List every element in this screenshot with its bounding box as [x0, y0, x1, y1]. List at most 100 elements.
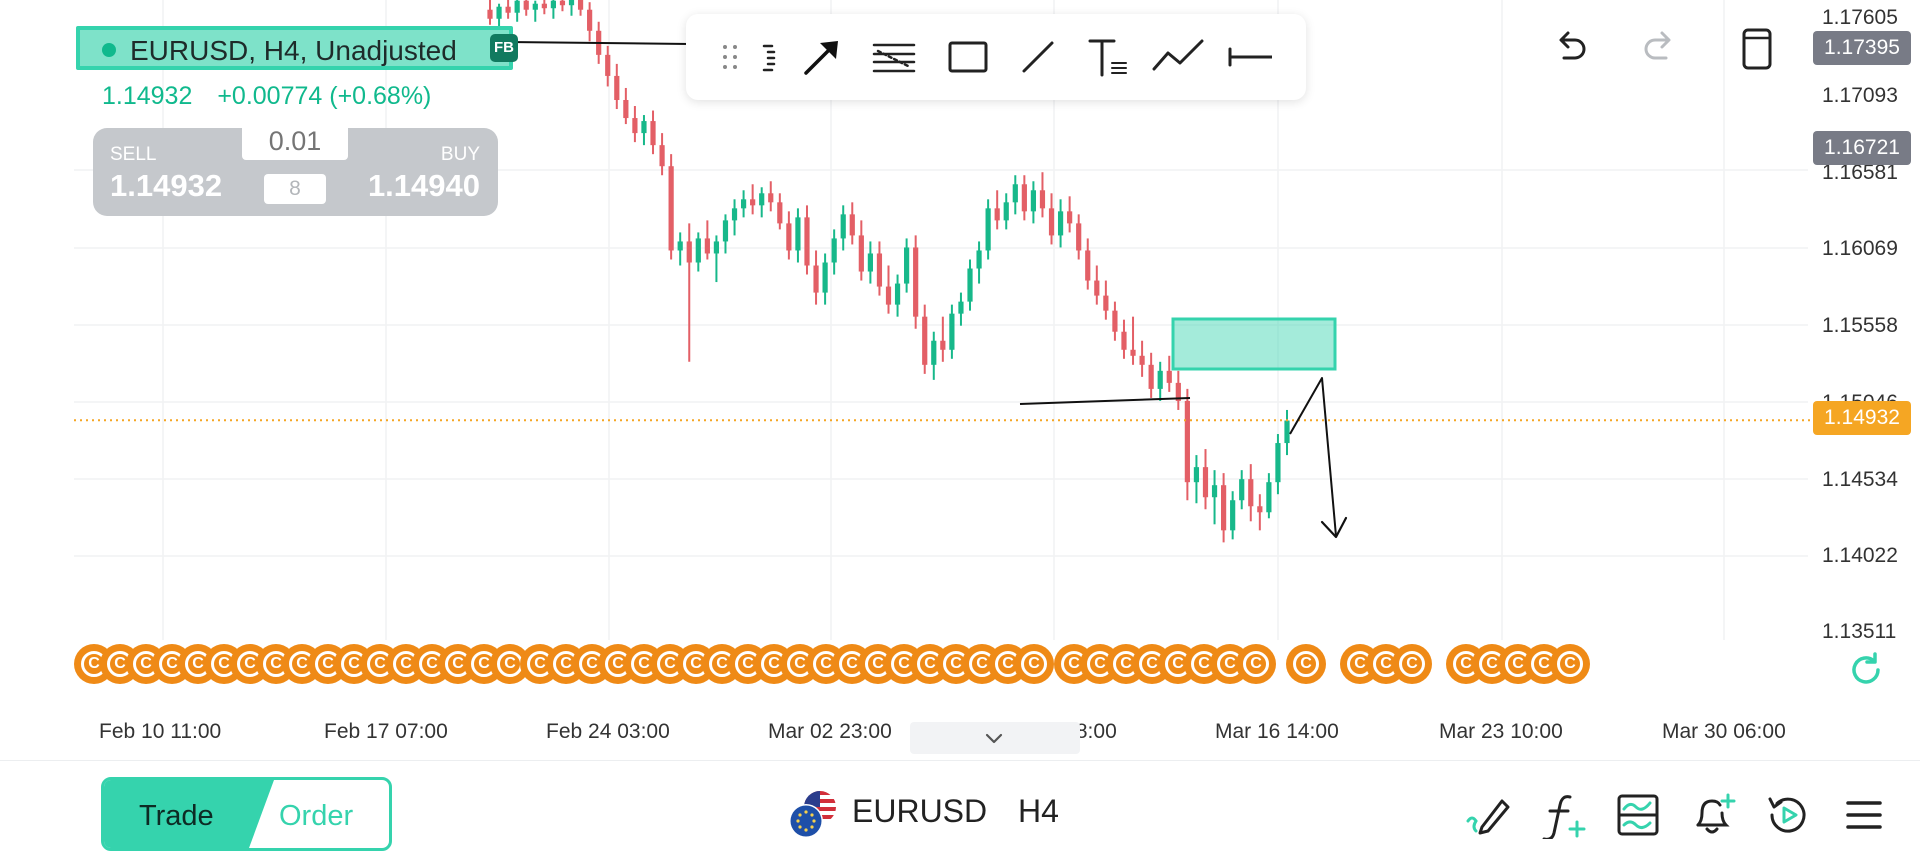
economic-event-icon[interactable]: C	[780, 644, 820, 684]
candle-body	[931, 340, 937, 365]
economic-event-icon[interactable]: C	[438, 644, 478, 684]
buy-button[interactable]: BUY 1.14940	[338, 128, 498, 216]
indicators-icon[interactable]	[1540, 791, 1588, 841]
time-label: Mar 30 06:00	[1662, 720, 1786, 743]
economic-event-icon[interactable]: C	[1184, 644, 1224, 684]
economic-event-icon[interactable]: C	[1446, 644, 1486, 684]
rectangle-tool-icon[interactable]	[946, 35, 990, 79]
economic-event-icon[interactable]: C	[464, 644, 504, 684]
economic-event-icon[interactable]: C	[832, 644, 872, 684]
economic-event-icon[interactable]: C	[546, 644, 586, 684]
replay-icon[interactable]	[1764, 791, 1812, 839]
price-tick: 1.13511	[1822, 620, 1897, 643]
economic-event-icon[interactable]: C	[1286, 644, 1326, 684]
economic-event-icon[interactable]: C	[1014, 644, 1054, 684]
economic-event-icon[interactable]: C	[624, 644, 664, 684]
chart-area[interactable]: 1.17605 1.17093 1.16581 1.16069 1.15558 …	[0, 0, 1920, 760]
market-status-dot	[102, 43, 116, 57]
alert-icon[interactable]	[1688, 791, 1736, 839]
economic-event-icon[interactable]: C	[126, 644, 166, 684]
economic-event-icon[interactable]: C	[1080, 644, 1120, 684]
redo-icon[interactable]	[1636, 26, 1682, 72]
economic-event-icon[interactable]: C	[1236, 644, 1276, 684]
economic-event-icon[interactable]: C	[1132, 644, 1172, 684]
economic-event-icon[interactable]: C	[178, 644, 218, 684]
economic-event-icon[interactable]: C	[728, 644, 768, 684]
drag-handle-icon[interactable]	[708, 35, 752, 79]
menu-icon[interactable]	[1840, 791, 1888, 839]
economic-event-icon[interactable]: C	[988, 644, 1028, 684]
economic-event-icon[interactable]: C	[204, 644, 244, 684]
candle-body	[523, 0, 529, 10]
price-chart[interactable]	[0, 0, 1920, 760]
economic-event-icon[interactable]: C	[1472, 644, 1512, 684]
economic-event-icon[interactable]: C	[360, 644, 400, 684]
trend-line-icon[interactable]	[1016, 35, 1060, 79]
candle-body	[867, 253, 873, 272]
sell-button[interactable]: SELL 1.14932	[93, 128, 253, 216]
candle-body	[985, 208, 991, 251]
templates-icon[interactable]	[1614, 791, 1662, 839]
economic-event-icon[interactable]: C	[702, 644, 742, 684]
economic-event-icon[interactable]: C	[74, 644, 114, 684]
economic-event-icon[interactable]: C	[1498, 644, 1538, 684]
symbol-selector[interactable]: EURUSD	[852, 793, 988, 829]
horizontal-ray-icon[interactable]	[1228, 35, 1274, 79]
price-tag-high: 1.16721	[1813, 131, 1911, 165]
economic-event-icon[interactable]: C	[1158, 644, 1198, 684]
economic-event-icon[interactable]: C	[650, 644, 690, 684]
economic-event-icon[interactable]: C	[1392, 644, 1432, 684]
symbol-legend[interactable]: EURUSD, H4, Unadjusted FB	[76, 26, 518, 70]
fb-badge[interactable]: FB	[490, 34, 518, 62]
economic-event-icon[interactable]: C	[1210, 644, 1250, 684]
economic-event-icon[interactable]: C	[936, 644, 976, 684]
economic-event-icon[interactable]: C	[282, 644, 322, 684]
economic-event-icon[interactable]: C	[1106, 644, 1146, 684]
economic-event-icon[interactable]: C	[1550, 644, 1590, 684]
tab-trade[interactable]: Trade	[104, 780, 274, 848]
economic-event-icon[interactable]: C	[1340, 644, 1380, 684]
reset-chart-icon[interactable]	[1844, 648, 1888, 692]
draw-icon[interactable]	[1464, 791, 1512, 839]
path-tool-icon[interactable]	[1152, 35, 1204, 79]
economic-event-icon[interactable]: C	[754, 644, 794, 684]
economic-event-icon[interactable]: C	[308, 644, 348, 684]
economic-event-icon[interactable]: C	[1054, 644, 1094, 684]
undo-icon[interactable]	[1548, 26, 1594, 72]
economic-event-icon[interactable]: C	[676, 644, 716, 684]
economic-event-icon[interactable]: C	[520, 644, 560, 684]
timeframe-selector[interactable]: H4	[1018, 793, 1059, 829]
text-tool-icon[interactable]	[1086, 35, 1130, 79]
candle-body	[1284, 420, 1290, 444]
economic-event-icon[interactable]: C	[910, 644, 950, 684]
candle-body	[840, 214, 846, 239]
candle-body	[1003, 202, 1009, 221]
layout-icon[interactable]	[1734, 26, 1780, 72]
candle-body	[1121, 331, 1127, 350]
economic-event-icon[interactable]: C	[1366, 644, 1406, 684]
economic-event-icon[interactable]: C	[598, 644, 638, 684]
economic-event-icon[interactable]: C	[334, 644, 374, 684]
fib-retracement-icon[interactable]	[872, 35, 916, 79]
arrow-tool-icon[interactable]	[800, 35, 844, 79]
economic-event-icon[interactable]: C	[806, 644, 846, 684]
economic-event-icon[interactable]: C	[962, 644, 1002, 684]
economic-event-icon[interactable]: C	[256, 644, 296, 684]
economic-event-icon[interactable]: C	[386, 644, 426, 684]
economic-event-icon[interactable]: C	[1524, 644, 1564, 684]
time-label: Mar 23 10:00	[1439, 720, 1563, 743]
collapse-panel-handle[interactable]	[910, 722, 1080, 754]
candle-body	[786, 223, 792, 251]
candle-body	[958, 301, 964, 314]
economic-event-icon[interactable]: C	[884, 644, 924, 684]
tab-order[interactable]: Order	[279, 800, 354, 832]
lot-size-input[interactable]	[242, 122, 348, 160]
tool-list-icon[interactable]	[750, 35, 794, 79]
economic-event-icon[interactable]: C	[858, 644, 898, 684]
economic-event-icon[interactable]: C	[572, 644, 612, 684]
economic-event-icon[interactable]: C	[490, 644, 530, 684]
economic-event-icon[interactable]: C	[100, 644, 140, 684]
economic-event-icon[interactable]: C	[412, 644, 452, 684]
economic-event-icon[interactable]: C	[230, 644, 270, 684]
economic-event-icon[interactable]: C	[152, 644, 192, 684]
